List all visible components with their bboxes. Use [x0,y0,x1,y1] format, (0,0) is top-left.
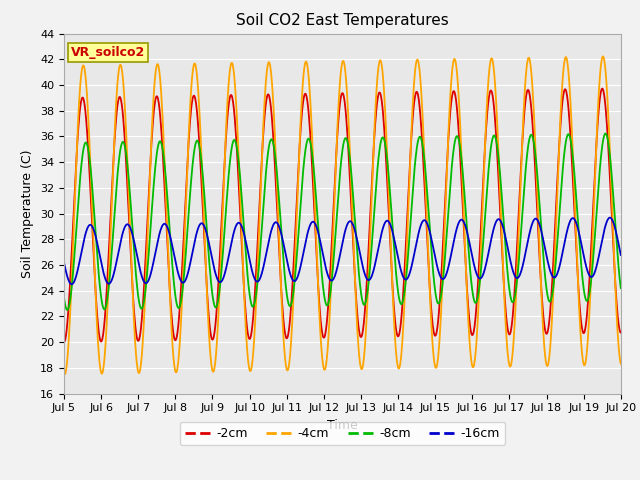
Line: -2cm: -2cm [64,89,621,342]
-4cm [502,325,509,331]
-8cm [60,295,68,300]
-4cm [171,365,179,371]
Text: VR_soilco2: VR_soilco2 [70,46,145,59]
-2cm [502,305,509,311]
-16cm [171,255,179,261]
-2cm [60,339,68,345]
Line: -4cm: -4cm [64,57,621,374]
-8cm [246,298,254,303]
-4cm [599,54,607,60]
-8cm [602,131,609,136]
-16cm [184,269,192,275]
-2cm [184,152,191,158]
-4cm [60,371,68,376]
-16cm [606,215,614,220]
-2cm [551,233,559,239]
Line: -16cm: -16cm [64,217,621,284]
-4cm [184,143,192,149]
-16cm [429,244,437,250]
-2cm [170,336,178,341]
-16cm [68,281,76,287]
-8cm [63,307,71,313]
-8cm [502,250,509,256]
-4cm [429,348,437,354]
Title: Soil CO2 East Temperatures: Soil CO2 East Temperatures [236,13,449,28]
-8cm [551,268,559,274]
-4cm [246,368,254,374]
-8cm [429,269,437,275]
Line: -8cm: -8cm [64,133,621,310]
-16cm [551,275,559,280]
-4cm [551,248,559,254]
-16cm [617,252,625,258]
Legend: -2cm, -4cm, -8cm, -16cm: -2cm, -4cm, -8cm, -16cm [180,422,505,445]
-4cm [61,372,68,377]
-8cm [617,285,625,291]
-2cm [617,330,625,336]
-16cm [246,262,254,267]
-4cm [617,360,625,366]
Y-axis label: Soil Temperature (C): Soil Temperature (C) [22,149,35,278]
X-axis label: Time: Time [327,419,358,432]
-2cm [246,336,254,341]
-2cm [429,323,436,328]
-16cm [502,236,509,242]
-8cm [171,287,179,293]
-2cm [598,86,606,92]
-16cm [60,260,68,265]
-8cm [184,217,192,223]
